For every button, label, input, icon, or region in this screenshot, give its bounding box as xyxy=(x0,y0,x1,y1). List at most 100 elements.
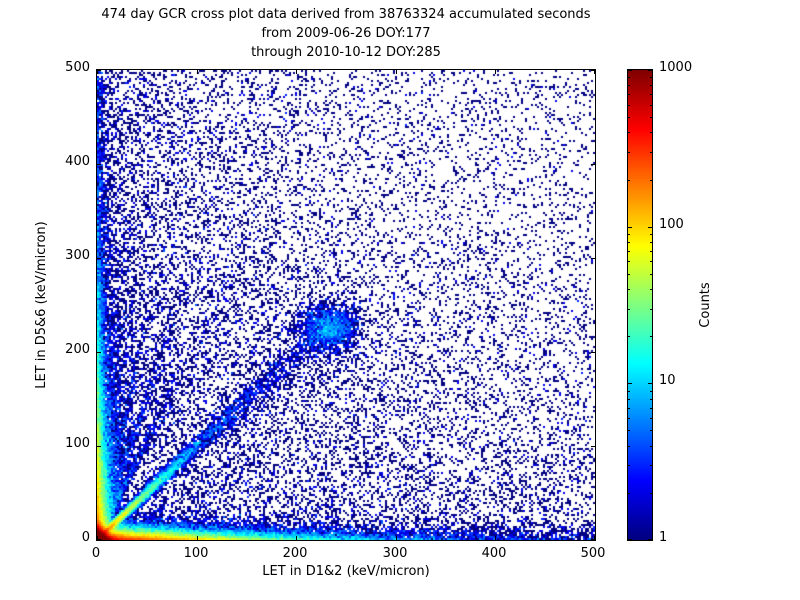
y-tick-mark xyxy=(97,70,101,71)
colorbar-minor-tick xyxy=(628,94,630,95)
colorbar-tick-label: 100 xyxy=(659,217,684,232)
colorbar-minor-tick xyxy=(628,242,630,243)
x-tick-mark xyxy=(97,536,98,540)
colorbar-minor-tick xyxy=(628,152,630,153)
colorbar-minor-tick xyxy=(650,261,652,262)
y-tick-label: 400 xyxy=(65,154,90,169)
colorbar-minor-tick xyxy=(650,117,652,118)
colorbar-minor-tick xyxy=(628,336,630,337)
colorbar-gradient-canvas xyxy=(628,70,652,540)
colorbar-minor-tick xyxy=(650,180,652,181)
x-axis-label: LET in D1&2 (keV/micron) xyxy=(262,564,430,579)
y-tick-mark xyxy=(97,446,101,447)
colorbar-minor-tick xyxy=(628,408,630,409)
chart-subtitle-from: from 2009-06-26 DOY:177 xyxy=(261,26,431,41)
colorbar-minor-tick xyxy=(650,77,652,78)
colorbar-minor-tick xyxy=(650,94,652,95)
colorbar-tick-mark xyxy=(628,70,632,71)
colorbar-minor-tick xyxy=(650,242,652,243)
x-tick-mark-top xyxy=(396,70,397,74)
y-axis-label: LET in D5&6 (keV/micron) xyxy=(34,221,49,389)
colorbar-minor-tick xyxy=(650,274,652,275)
y-tick-mark-right xyxy=(591,539,595,540)
colorbar-minor-tick xyxy=(650,85,652,86)
colorbar-minor-tick xyxy=(650,465,652,466)
x-tick-mark-top xyxy=(594,70,595,74)
colorbar-minor-tick xyxy=(628,132,630,133)
scatter-density-canvas xyxy=(97,70,595,540)
colorbar-minor-tick xyxy=(628,251,630,252)
colorbar-minor-tick xyxy=(650,251,652,252)
y-tick-label: 0 xyxy=(81,530,90,545)
colorbar-minor-tick xyxy=(628,430,630,431)
colorbar-tick-mark xyxy=(628,539,632,540)
x-tick-mark xyxy=(396,536,397,540)
colorbar-minor-tick xyxy=(650,446,652,447)
colorbar-minor-tick xyxy=(628,399,630,400)
colorbar-minor-tick xyxy=(628,180,630,181)
colorbar-minor-tick xyxy=(650,408,652,409)
colorbar-minor-tick xyxy=(628,85,630,86)
colorbar-minor-tick xyxy=(628,77,630,78)
colorbar-minor-tick xyxy=(650,132,652,133)
y-tick-mark xyxy=(97,352,101,353)
plot-area xyxy=(96,69,596,541)
y-tick-mark xyxy=(97,539,101,540)
y-tick-mark-right xyxy=(591,164,595,165)
y-tick-label: 300 xyxy=(65,248,90,263)
colorbar-minor-tick xyxy=(628,418,630,419)
colorbar-minor-tick xyxy=(650,391,652,392)
colorbar-minor-tick xyxy=(628,309,630,310)
colorbar-tick-label: 1 xyxy=(659,530,668,545)
colorbar-minor-tick xyxy=(628,465,630,466)
colorbar-tick-mark xyxy=(648,70,652,71)
colorbar-minor-tick xyxy=(650,418,652,419)
colorbar-tick-label: 10 xyxy=(659,373,676,388)
colorbar-minor-tick xyxy=(650,289,652,290)
x-tick-mark-top xyxy=(97,70,98,74)
x-tick-label: 200 xyxy=(282,546,308,561)
colorbar-minor-tick xyxy=(650,493,652,494)
title-block: 474 day GCR cross plot data derived from… xyxy=(97,5,595,62)
colorbar-tick-label: 1000 xyxy=(659,60,693,75)
y-tick-label: 200 xyxy=(65,342,90,357)
colorbar-minor-tick xyxy=(650,234,652,235)
x-tick-mark xyxy=(495,536,496,540)
y-tick-mark-right xyxy=(591,70,595,71)
y-tick-mark-right xyxy=(591,352,595,353)
colorbar-minor-tick xyxy=(628,274,630,275)
x-tick-label: 100 xyxy=(183,546,209,561)
colorbar-tick-mark xyxy=(628,383,632,384)
colorbar-minor-tick xyxy=(628,234,630,235)
x-tick-label: 400 xyxy=(481,546,507,561)
colorbar-tick-mark xyxy=(648,383,652,384)
colorbar-tick-mark xyxy=(648,227,652,228)
colorbar xyxy=(627,69,653,541)
x-tick-label: 500 xyxy=(580,546,606,561)
colorbar-minor-tick xyxy=(650,336,652,337)
x-tick-mark-top xyxy=(296,70,297,74)
colorbar-minor-tick xyxy=(628,391,630,392)
colorbar-minor-tick xyxy=(628,261,630,262)
colorbar-tick-mark xyxy=(628,227,632,228)
x-tick-mark-top xyxy=(197,70,198,74)
y-tick-mark-right xyxy=(591,446,595,447)
colorbar-minor-tick xyxy=(628,117,630,118)
colorbar-minor-tick xyxy=(650,105,652,106)
colorbar-tick-mark xyxy=(648,539,652,540)
chart-subtitle-through: through 2010-10-12 DOY:285 xyxy=(251,45,441,60)
x-tick-mark-top xyxy=(495,70,496,74)
y-tick-label: 100 xyxy=(65,436,90,451)
x-tick-label: 0 xyxy=(91,546,101,561)
y-tick-mark xyxy=(97,164,101,165)
colorbar-minor-tick xyxy=(650,152,652,153)
x-tick-mark xyxy=(296,536,297,540)
chart-title: 474 day GCR cross plot data derived from… xyxy=(101,7,591,22)
colorbar-minor-tick xyxy=(650,309,652,310)
x-tick-mark xyxy=(197,536,198,540)
y-tick-label: 500 xyxy=(65,60,90,75)
colorbar-minor-tick xyxy=(628,105,630,106)
colorbar-minor-tick xyxy=(650,399,652,400)
colorbar-minor-tick xyxy=(628,289,630,290)
